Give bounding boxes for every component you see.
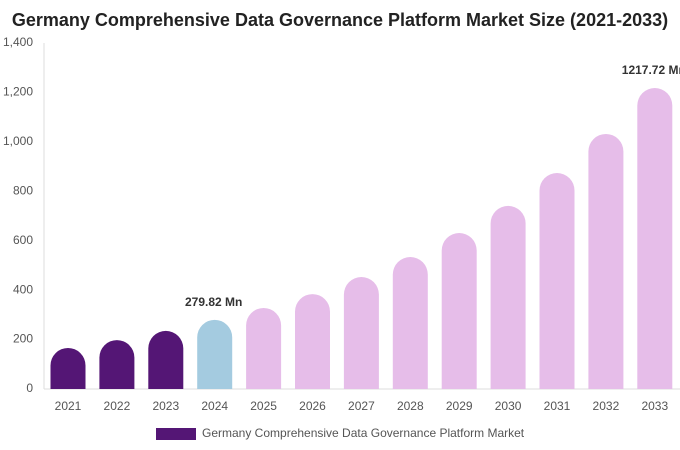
y-tick-label: 0 xyxy=(26,381,33,395)
bar xyxy=(539,172,575,389)
x-tick-label: 2023 xyxy=(152,399,179,413)
bar xyxy=(441,233,477,389)
bar xyxy=(637,88,673,390)
legend-label: Germany Comprehensive Data Governance Pl… xyxy=(202,426,525,440)
bar xyxy=(148,330,184,389)
bar xyxy=(343,277,379,389)
y-tick-label: 1,200 xyxy=(3,85,33,99)
bar xyxy=(197,319,233,389)
x-tick-label: 2022 xyxy=(104,399,131,413)
x-tick-label: 2021 xyxy=(55,399,82,413)
x-tick-label: 2032 xyxy=(593,399,620,413)
x-tick-label: 2028 xyxy=(397,399,424,413)
bar xyxy=(295,294,330,389)
y-tick-label: 1,400 xyxy=(3,35,33,49)
bar xyxy=(50,347,86,389)
x-tick-label: 2033 xyxy=(641,399,668,413)
bar xyxy=(99,340,135,389)
x-tick-label: 2024 xyxy=(201,399,228,413)
bar xyxy=(392,257,428,389)
x-tick-label: 2031 xyxy=(544,399,571,413)
bar xyxy=(490,205,526,389)
bar xyxy=(588,133,624,389)
y-tick-label: 800 xyxy=(13,183,33,197)
x-tick-label: 2026 xyxy=(299,399,326,413)
legend-swatch xyxy=(156,428,196,440)
value-label: 1217.72 Mn xyxy=(622,63,680,77)
x-tick-label: 2030 xyxy=(495,399,522,413)
chart-title: Germany Comprehensive Data Governance Pl… xyxy=(12,10,668,30)
x-tick-label: 2029 xyxy=(446,399,473,413)
x-tick-label: 2025 xyxy=(250,399,277,413)
y-tick-label: 600 xyxy=(13,233,33,247)
y-tick-label: 200 xyxy=(13,332,33,346)
value-label: 279.82 Mn xyxy=(185,295,242,309)
bar xyxy=(246,307,282,389)
y-tick-label: 1,000 xyxy=(3,134,33,148)
x-tick-label: 2027 xyxy=(348,399,375,413)
y-tick-label: 400 xyxy=(13,282,33,296)
